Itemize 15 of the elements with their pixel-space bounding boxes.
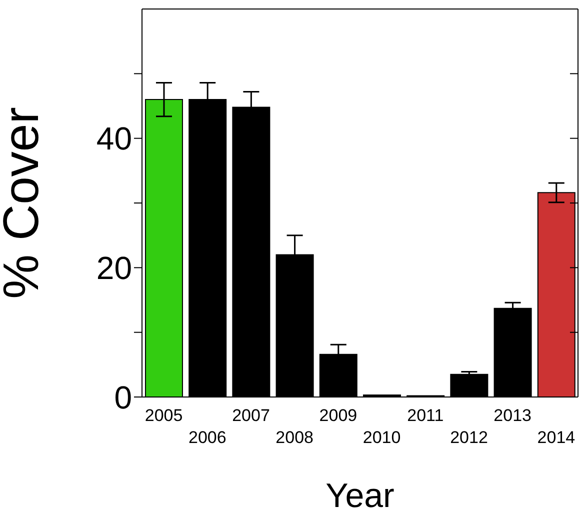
- y-tick-label: 20: [96, 250, 132, 286]
- y-axis-title: % Cover: [0, 107, 49, 299]
- x-tick-label: 2009: [319, 406, 358, 425]
- x-tick-label: 2013: [494, 406, 532, 425]
- x-tick-label: 2007: [232, 406, 270, 425]
- x-axis-title: Year: [326, 477, 394, 515]
- x-tick-label: 2006: [188, 428, 226, 447]
- x-tick-label: 2008: [276, 428, 314, 447]
- x-tick-label: 2014: [537, 428, 576, 447]
- y-tick-label: 40: [96, 120, 132, 157]
- x-tick-label: 2011: [407, 406, 444, 425]
- y-tick-label: 0: [114, 379, 132, 416]
- x-tick-label: 2010: [362, 428, 401, 447]
- x-tick-label: 2005: [144, 406, 183, 425]
- x-tick-label: 2012: [450, 428, 488, 447]
